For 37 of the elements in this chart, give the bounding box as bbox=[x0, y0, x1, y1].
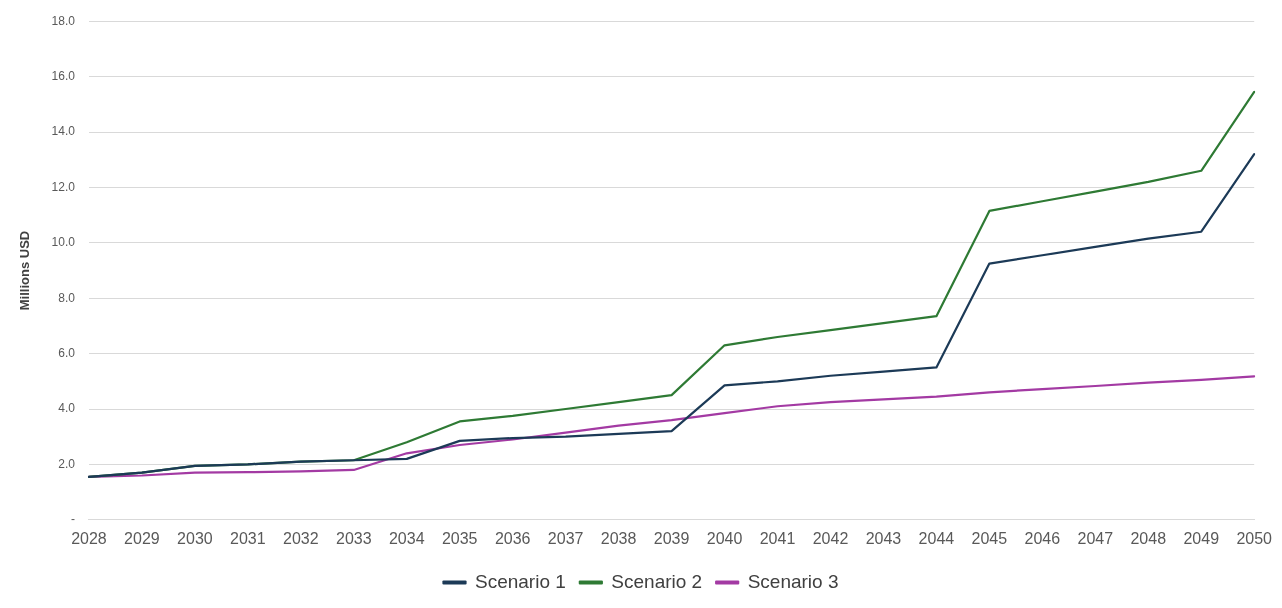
x-tick-label: 2038 bbox=[600, 529, 637, 547]
x-tick-label: 2047 bbox=[1077, 529, 1114, 547]
x-tick-label: 2034 bbox=[388, 529, 425, 547]
x-tick-label: 2032 bbox=[283, 529, 319, 547]
x-tick-label: 2037 bbox=[547, 529, 584, 547]
x-tick-label: 2028 bbox=[71, 529, 107, 547]
x-tick-label: 2049 bbox=[1183, 529, 1220, 547]
legend-label: Scenario 3 bbox=[747, 570, 839, 592]
x-tick-label: 2031 bbox=[230, 529, 266, 547]
x-tick-label: 2040 bbox=[706, 529, 743, 547]
y-tick-label: 6.0 bbox=[58, 345, 76, 360]
y-axis-title: Millions USD bbox=[17, 230, 33, 311]
y-tick-label: 10.0 bbox=[51, 235, 76, 250]
legend-label: Scenario 1 bbox=[475, 570, 566, 592]
x-tick-label: 2036 bbox=[494, 529, 531, 547]
y-tick-label: 14.0 bbox=[51, 124, 76, 139]
legend-label: Scenario 2 bbox=[611, 570, 703, 592]
x-tick-label: 2044 bbox=[918, 529, 955, 547]
x-tick-label: 2041 bbox=[759, 529, 796, 547]
x-tick-label: 2030 bbox=[177, 529, 213, 547]
x-tick-label: 2043 bbox=[865, 529, 902, 547]
x-tick-label: 2033 bbox=[335, 529, 372, 547]
y-tick-label: 2.0 bbox=[58, 456, 76, 471]
y-tick-label: 12.0 bbox=[51, 179, 76, 194]
x-tick-label: 2050 bbox=[1236, 529, 1273, 547]
x-tick-label: 2042 bbox=[812, 529, 849, 547]
x-tick-label: 2035 bbox=[441, 529, 478, 547]
x-tick-label: 2046 bbox=[1024, 529, 1061, 547]
y-tick-label: 18.0 bbox=[51, 13, 76, 28]
x-tick-label: 2045 bbox=[971, 529, 1008, 547]
y-tick-label: - bbox=[70, 512, 75, 527]
x-tick-label: 2029 bbox=[124, 529, 160, 547]
y-tick-label: 16.0 bbox=[51, 68, 76, 83]
x-tick-label: 2039 bbox=[653, 529, 690, 547]
y-tick-label: 4.0 bbox=[58, 401, 76, 416]
x-tick-label: 2048 bbox=[1130, 529, 1167, 547]
y-tick-label: 8.0 bbox=[58, 290, 76, 305]
